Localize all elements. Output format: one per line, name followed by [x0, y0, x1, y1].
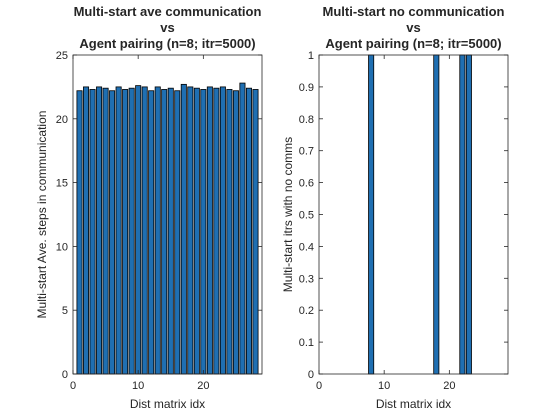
y-tick-label: 0.1	[299, 337, 314, 349]
chart-title-line: Multi-start ave communication	[74, 4, 262, 19]
y-tick-label: 0.8	[299, 114, 314, 126]
bar	[245, 87, 252, 375]
axes-box	[72, 54, 263, 375]
bar	[161, 89, 168, 375]
x-axis-label: Dist matrix idx	[130, 397, 205, 411]
x-tick-label: 20	[443, 380, 455, 392]
x-tick-label: 20	[197, 380, 209, 392]
bar	[206, 86, 213, 375]
bar	[187, 86, 194, 375]
bar	[465, 54, 472, 375]
bar	[154, 86, 161, 375]
y-tick-label: 0.9	[299, 82, 314, 94]
y-tick-label: 0	[62, 369, 68, 381]
y-tick-label: 0.7	[299, 146, 314, 158]
bar	[76, 90, 83, 375]
bar	[239, 82, 246, 375]
x-tick-label: 0	[316, 380, 322, 392]
y-tick-label: 0.2	[299, 305, 314, 317]
y-tick-label: 25	[56, 50, 68, 62]
y-tick-label: 0.4	[299, 241, 314, 253]
bar	[96, 86, 103, 375]
chart-title-line: Agent pairing (n=8; itr=5000)	[325, 36, 501, 51]
bar	[89, 89, 96, 375]
bar	[83, 86, 90, 375]
bar	[180, 83, 187, 375]
bar	[148, 90, 155, 375]
bar	[226, 89, 233, 375]
bar	[252, 89, 259, 375]
bar	[213, 87, 220, 375]
chart-title-line: Multi-start no communication	[323, 4, 505, 19]
x-tick-label: 10	[378, 380, 390, 392]
x-tick-label: 10	[132, 380, 144, 392]
x-tick-label: 0	[70, 380, 76, 392]
bar	[433, 54, 440, 375]
bar	[232, 90, 239, 375]
bar	[174, 90, 181, 375]
y-tick-label: 20	[56, 114, 68, 126]
y-tick-label: 5	[62, 305, 68, 317]
bar	[102, 87, 109, 375]
y-tick-label: 10	[56, 241, 68, 253]
bar	[128, 87, 135, 375]
bar	[193, 87, 200, 375]
y-tick-label: 0	[308, 369, 314, 381]
x-axis-label: Dist matrix idx	[376, 397, 451, 411]
y-tick-label: 0.6	[299, 178, 314, 190]
bar	[122, 89, 129, 375]
bar	[219, 86, 226, 375]
bar	[368, 54, 375, 375]
bar	[459, 54, 466, 375]
chart-title-line: Agent pairing (n=8; itr=5000)	[79, 36, 255, 51]
y-axis-label: Multi-start itrs with no comms	[281, 137, 295, 292]
y-tick-label: 0.5	[299, 210, 314, 222]
chart-title-line: vs	[406, 20, 420, 35]
chart-1: 0 5 10 15 20 25 0 10 20 Dist matrix idx Multi-star…	[35, 4, 263, 411]
bar	[141, 86, 148, 375]
y-tick-label: 1	[308, 50, 314, 62]
bar	[167, 87, 174, 375]
chart-title-line: vs	[160, 20, 174, 35]
bar	[200, 89, 207, 375]
plot-area	[319, 55, 508, 374]
y-tick-label: 15	[56, 178, 68, 190]
y-tick-label: 0.3	[299, 273, 314, 285]
bar	[135, 85, 142, 375]
bar	[115, 86, 122, 375]
bar	[109, 90, 116, 375]
y-axis-label: Multi-start Ave. steps in communication	[35, 111, 49, 319]
